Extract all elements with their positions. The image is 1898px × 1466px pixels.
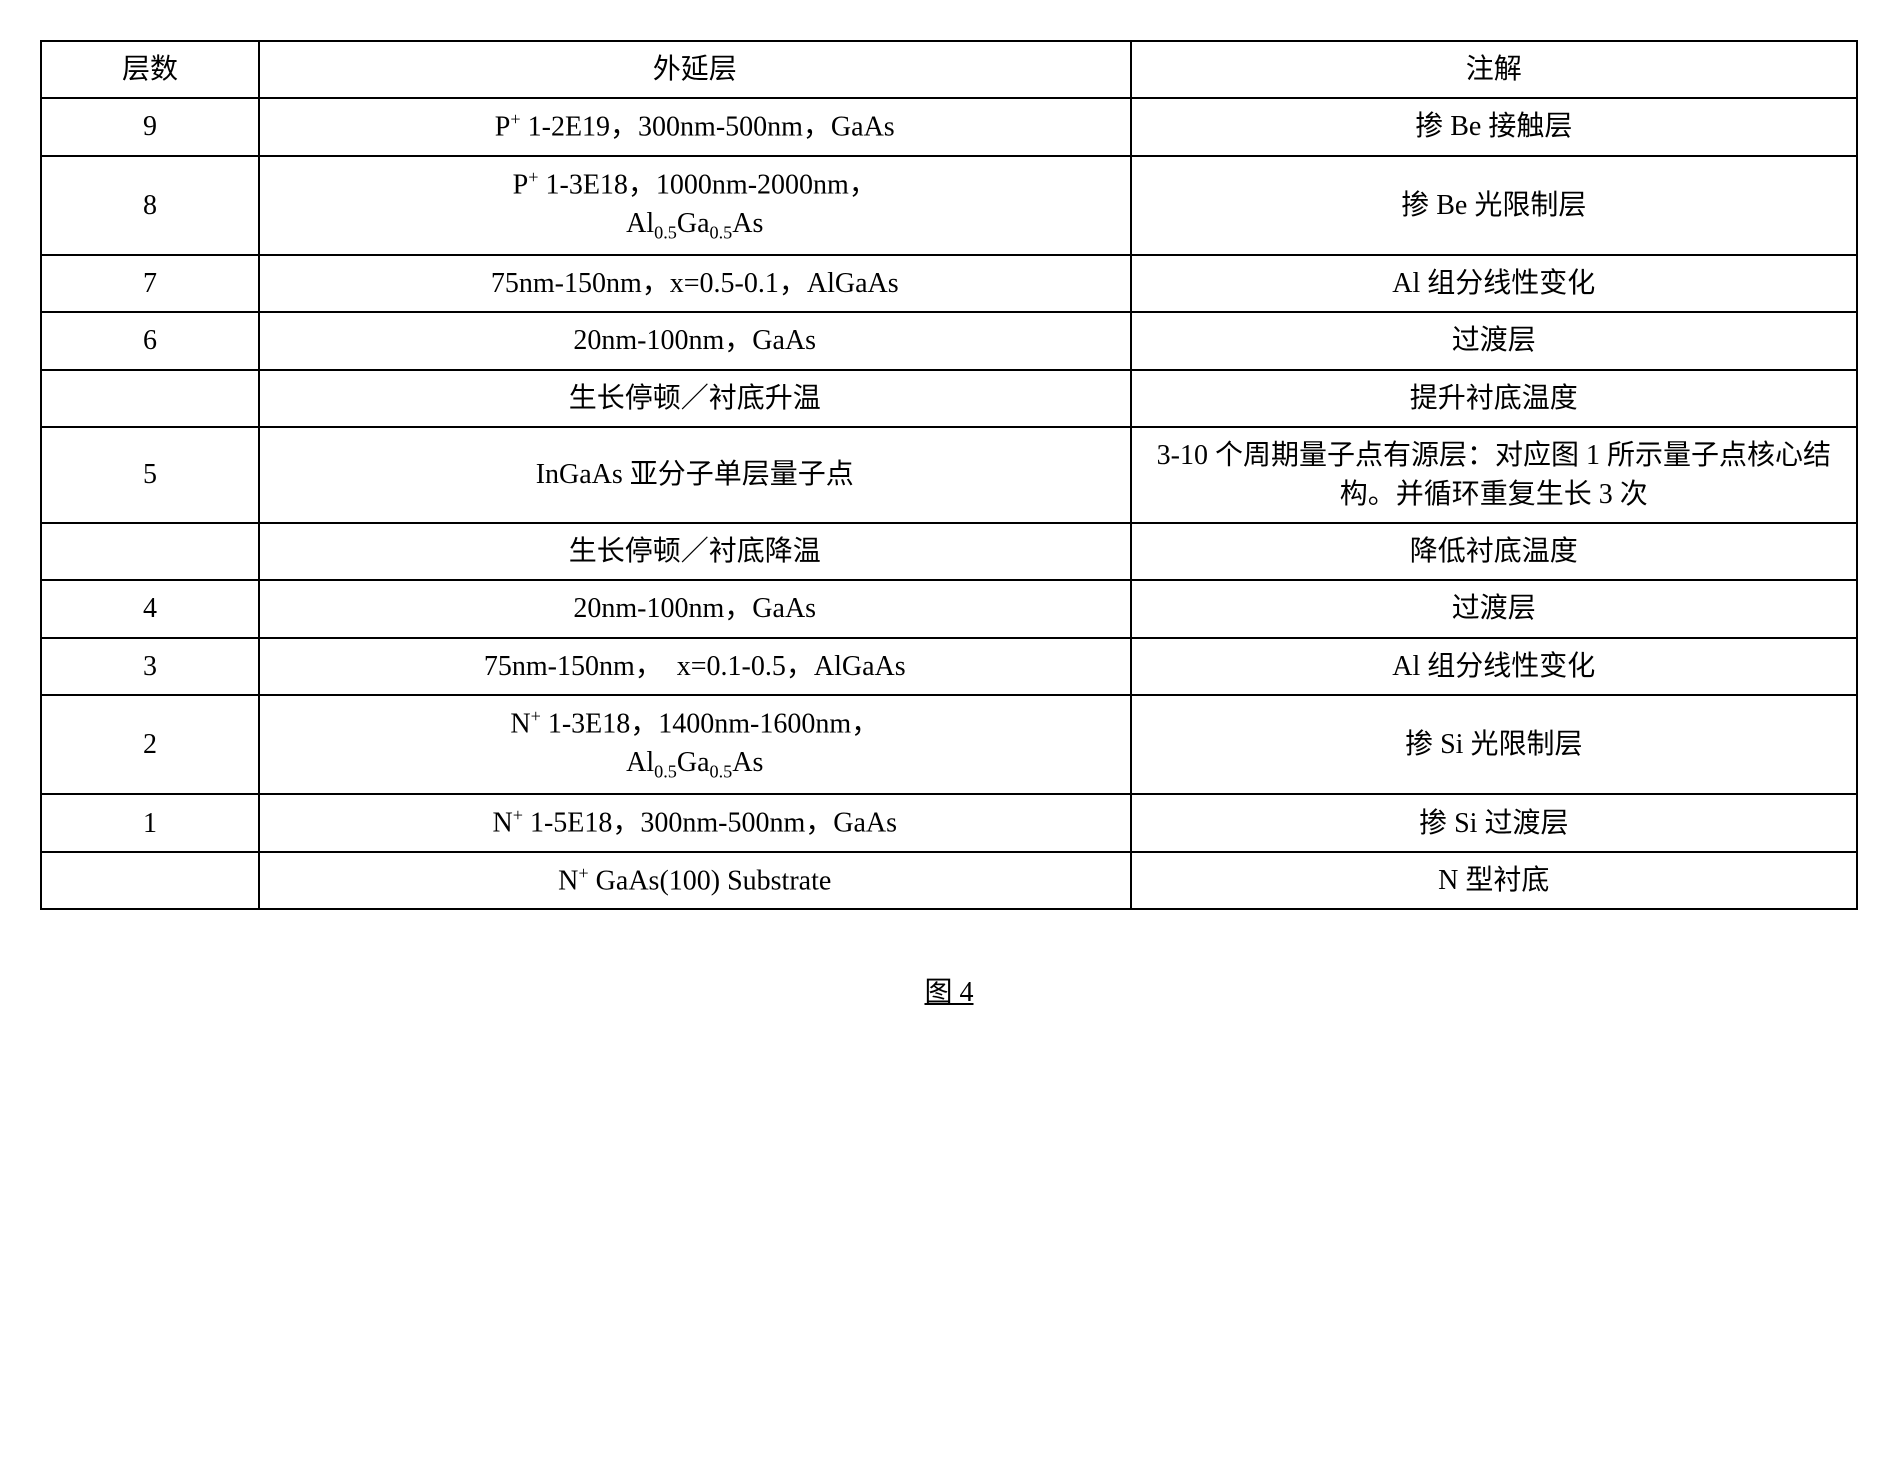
- table-row: 5InGaAs 亚分子单层量子点3-10 个周期量子点有源层：对应图 1 所示量…: [41, 427, 1857, 523]
- figure-caption: 图 4: [40, 970, 1858, 1010]
- cell-notes: 提升衬底温度: [1131, 370, 1857, 427]
- cell-layer: 8: [41, 156, 259, 256]
- cell-layer: 2: [41, 695, 259, 795]
- cell-notes: 掺 Si 光限制层: [1131, 695, 1857, 795]
- cell-epitaxial: 20nm-100nm，GaAs: [259, 312, 1131, 369]
- cell-layer: 6: [41, 312, 259, 369]
- table-row: 生长停顿／衬底降温降低衬底温度: [41, 523, 1857, 580]
- cell-notes: Al 组分线性变化: [1131, 638, 1857, 695]
- header-layer: 层数: [41, 41, 259, 98]
- cell-notes: 掺 Be 光限制层: [1131, 156, 1857, 256]
- cell-layer: 7: [41, 255, 259, 312]
- cell-epitaxial: N+ GaAs(100) Substrate: [259, 852, 1131, 910]
- cell-epitaxial: 生长停顿／衬底降温: [259, 523, 1131, 580]
- cell-layer: 1: [41, 794, 259, 852]
- cell-epitaxial: 75nm-150nm，x=0.5-0.1，AlGaAs: [259, 255, 1131, 312]
- cell-epitaxial: N+ 1-3E18，1400nm-1600nm，Al0.5Ga0.5As: [259, 695, 1131, 795]
- table-row: 1N+ 1-5E18，300nm-500nm，GaAs掺 Si 过渡层: [41, 794, 1857, 852]
- table-row: N+ GaAs(100) SubstrateN 型衬底: [41, 852, 1857, 910]
- header-epitaxial: 外延层: [259, 41, 1131, 98]
- cell-epitaxial: InGaAs 亚分子单层量子点: [259, 427, 1131, 523]
- header-notes: 注解: [1131, 41, 1857, 98]
- cell-epitaxial: 生长停顿／衬底升温: [259, 370, 1131, 427]
- cell-epitaxial: P+ 1-3E18，1000nm-2000nm，Al0.5Ga0.5As: [259, 156, 1131, 256]
- cell-notes: 降低衬底温度: [1131, 523, 1857, 580]
- cell-epitaxial: 75nm-150nm， x=0.1-0.5，AlGaAs: [259, 638, 1131, 695]
- table-header-row: 层数 外延层 注解: [41, 41, 1857, 98]
- table-row: 生长停顿／衬底升温提升衬底温度: [41, 370, 1857, 427]
- table-row: 420nm-100nm，GaAs过渡层: [41, 580, 1857, 637]
- cell-epitaxial: N+ 1-5E18，300nm-500nm，GaAs: [259, 794, 1131, 852]
- cell-layer: 9: [41, 98, 259, 156]
- cell-epitaxial: P+ 1-2E19，300nm-500nm，GaAs: [259, 98, 1131, 156]
- table-body: 9P+ 1-2E19，300nm-500nm，GaAs掺 Be 接触层8P+ 1…: [41, 98, 1857, 909]
- table-row: 775nm-150nm，x=0.5-0.1，AlGaAsAl 组分线性变化: [41, 255, 1857, 312]
- cell-notes: 掺 Be 接触层: [1131, 98, 1857, 156]
- cell-notes: 3-10 个周期量子点有源层：对应图 1 所示量子点核心结构。并循环重复生长 3…: [1131, 427, 1857, 523]
- cell-layer: 4: [41, 580, 259, 637]
- cell-notes: 过渡层: [1131, 312, 1857, 369]
- cell-layer: [41, 852, 259, 910]
- table-row: 8P+ 1-3E18，1000nm-2000nm，Al0.5Ga0.5As掺 B…: [41, 156, 1857, 256]
- table-row: 620nm-100nm，GaAs过渡层: [41, 312, 1857, 369]
- cell-epitaxial: 20nm-100nm，GaAs: [259, 580, 1131, 637]
- cell-notes: Al 组分线性变化: [1131, 255, 1857, 312]
- cell-layer: 3: [41, 638, 259, 695]
- table-row: 9P+ 1-2E19，300nm-500nm，GaAs掺 Be 接触层: [41, 98, 1857, 156]
- cell-layer: [41, 370, 259, 427]
- cell-notes: 过渡层: [1131, 580, 1857, 637]
- cell-layer: [41, 523, 259, 580]
- epitaxial-layers-table: 层数 外延层 注解 9P+ 1-2E19，300nm-500nm，GaAs掺 B…: [40, 40, 1858, 910]
- cell-layer: 5: [41, 427, 259, 523]
- table-container: 层数 外延层 注解 9P+ 1-2E19，300nm-500nm，GaAs掺 B…: [40, 40, 1858, 910]
- cell-notes: N 型衬底: [1131, 852, 1857, 910]
- table-row: 375nm-150nm， x=0.1-0.5，AlGaAsAl 组分线性变化: [41, 638, 1857, 695]
- table-row: 2N+ 1-3E18，1400nm-1600nm，Al0.5Ga0.5As掺 S…: [41, 695, 1857, 795]
- cell-notes: 掺 Si 过渡层: [1131, 794, 1857, 852]
